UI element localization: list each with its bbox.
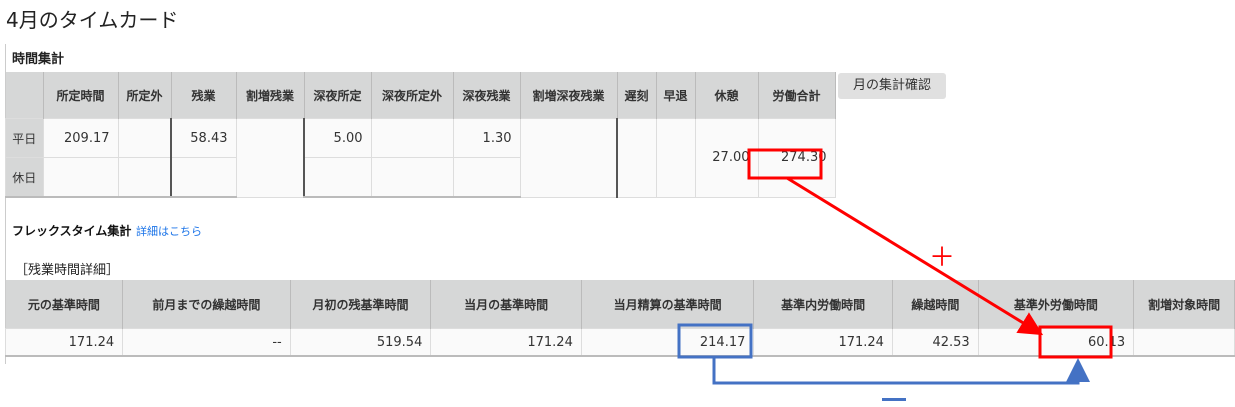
- highlight-box-total: [747, 148, 823, 180]
- cell: --: [122, 328, 291, 357]
- summary-table: 所定時間 所定外 残業 割増残業 深夜所定 深夜所定外 深夜残業 割増深夜残業 …: [5, 72, 836, 198]
- row-label: 平日: [5, 118, 44, 158]
- header-cell: 深夜所定: [304, 72, 372, 119]
- table-row: 休日: [5, 157, 836, 198]
- header-cell: 早退: [656, 72, 696, 119]
- cell: [170, 157, 237, 198]
- header-cell: 基準外労働時間: [978, 280, 1135, 329]
- details-link[interactable]: 詳細はこちら: [136, 225, 202, 238]
- minus-label: [882, 398, 906, 401]
- header-cell: 当月の基準時間: [430, 280, 582, 329]
- cell: [655, 118, 696, 198]
- cell: [235, 118, 305, 198]
- highlight-box-settlement: [677, 323, 753, 359]
- header-cell: 基準内労働時間: [753, 280, 893, 329]
- header-cell: 前月までの繰越時間: [122, 280, 291, 329]
- monthly-summary-button[interactable]: 月の集計確認: [838, 73, 946, 99]
- cell: 171.24: [430, 328, 582, 357]
- header-cell: 月初の残基準時間: [290, 280, 432, 329]
- cell: 171.24: [753, 328, 893, 357]
- header-cell: 当月精算の基準時間: [581, 280, 755, 329]
- cell: 60.13: [977, 328, 1135, 357]
- overtime-subtitle: ［残業時間詳細］: [15, 263, 120, 278]
- header-cell: 割増対象時間: [1133, 280, 1235, 329]
- header-corner: [5, 72, 44, 119]
- cell: 5.00: [303, 118, 372, 158]
- blue-arrow: [712, 358, 1090, 385]
- table-row: 平日 209.17 58.43 5.00 1.30 27.00 274.30: [5, 118, 836, 198]
- header-cell: 残業: [171, 72, 237, 119]
- cell: [303, 157, 372, 198]
- cell: [117, 118, 172, 158]
- flex-table: 元の基準時間 前月までの繰越時間 月初の残基準時間 当月の基準時間 当月精算の基…: [4, 280, 1235, 357]
- cell: [42, 157, 119, 198]
- page-title: 4月のタイムカード: [6, 8, 179, 32]
- cell: 171.24: [4, 328, 124, 357]
- cell: 209.17: [42, 118, 119, 158]
- cell: 58.43: [170, 118, 237, 158]
- header-cell: 休憩: [695, 72, 759, 119]
- header-cell: 労働合計: [758, 72, 836, 119]
- row-label: 休日: [5, 157, 44, 198]
- header-cell: 割増深夜残業: [520, 72, 618, 119]
- summary-title: 時間集計: [12, 52, 65, 67]
- divider: [5, 44, 6, 364]
- cell: 214.17: [580, 328, 755, 357]
- cell: 1.30: [452, 118, 521, 158]
- cell: [1133, 328, 1235, 357]
- cell: 42.53: [891, 328, 979, 357]
- header-cell: 元の基準時間: [5, 280, 124, 329]
- cell: 519.54: [289, 328, 432, 357]
- header-cell: 深夜所定外: [371, 72, 454, 119]
- highlight-box-overtime: [1038, 325, 1113, 359]
- table-row: 171.24 -- 519.54 171.24 214.17 171.24 42…: [4, 328, 1235, 357]
- plus-label: ＋: [929, 243, 955, 273]
- flex-title: フレックスタイム集計: [12, 224, 132, 238]
- header-cell: 遅刻: [617, 72, 657, 119]
- header-cell: 深夜残業: [453, 72, 521, 119]
- red-arrow: [786, 176, 1044, 336]
- header-cell: 割増残業: [236, 72, 305, 119]
- cell: [452, 157, 521, 198]
- header-cell: 所定外: [118, 72, 172, 119]
- cell: [616, 118, 657, 198]
- header-cell: 所定時間: [43, 72, 119, 119]
